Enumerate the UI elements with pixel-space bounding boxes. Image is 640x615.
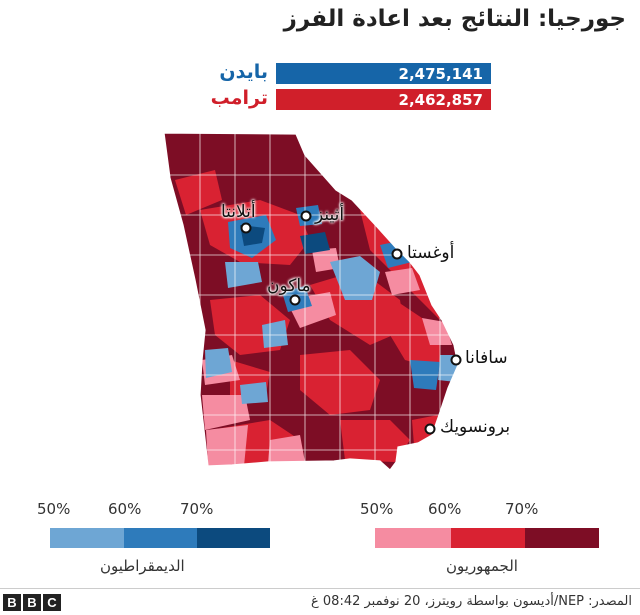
legend-rep-swatch-3 <box>525 528 599 548</box>
legend-dem-tick-60: 60% <box>108 500 142 518</box>
savannah-marker <box>450 354 462 366</box>
source-note: المصدر: NEP/أديسون بواسطة رويترز، 20 نوف… <box>311 594 632 609</box>
legend-rep-swatch-2 <box>451 528 525 548</box>
city-label-macon: ماكون <box>267 276 311 296</box>
macon-marker <box>289 294 301 306</box>
legend-rep-tick-60: 60% <box>428 500 462 518</box>
city-markers <box>240 210 462 435</box>
trump-name: ترامب <box>210 87 268 109</box>
biden-votes-bar: 2,475,141 <box>276 63 491 84</box>
legend-rep-tick-50: 50% <box>360 500 394 518</box>
legend-dem-tick-50: 50% <box>37 500 71 518</box>
city-label-athens: أثينز <box>315 205 345 225</box>
footer-divider <box>0 588 640 589</box>
biden-name: بايدن <box>219 61 268 83</box>
city-label-savannah: سافانا <box>465 348 508 368</box>
result-row-trump: 2,462,857 ترامب <box>0 87 640 111</box>
bbc-logo-c: C <box>43 594 61 611</box>
legend-dem-tick-70: 70% <box>180 500 214 518</box>
city-label-atlanta: أتلانتا <box>221 202 256 222</box>
legend-dem-label: الديمقراطيون <box>100 557 185 575</box>
athens-marker <box>300 210 312 222</box>
trump-votes-bar: 2,462,857 <box>276 89 491 110</box>
legend-dem-swatch-2 <box>124 528 197 548</box>
augusta-marker <box>391 248 403 260</box>
legend-rep-tick-70: 70% <box>505 500 539 518</box>
county-fills <box>164 133 458 470</box>
legend-dem-bar <box>50 528 270 548</box>
legend-dem-swatch-3 <box>197 528 270 548</box>
bbc-logo-b2: B <box>23 594 41 611</box>
atlanta-marker <box>240 222 252 234</box>
map-title: جورجيا: النتائج بعد اعادة الفرز <box>283 6 626 32</box>
legend-rep-swatch-1 <box>375 528 451 548</box>
legend-rep-label: الجمهوريون <box>446 557 518 575</box>
city-label-augusta: أوغستا <box>407 243 455 263</box>
legend-rep-bar <box>375 528 599 548</box>
county-borders <box>164 133 458 470</box>
bbc-logo: B B C <box>3 594 61 611</box>
bbc-logo-b1: B <box>3 594 21 611</box>
legend-dem-swatch-1 <box>50 528 124 548</box>
brunswick-marker <box>424 423 436 435</box>
city-label-brunswick: برونسويك <box>440 417 511 437</box>
result-row-biden: 2,475,141 بايدن <box>0 61 640 85</box>
